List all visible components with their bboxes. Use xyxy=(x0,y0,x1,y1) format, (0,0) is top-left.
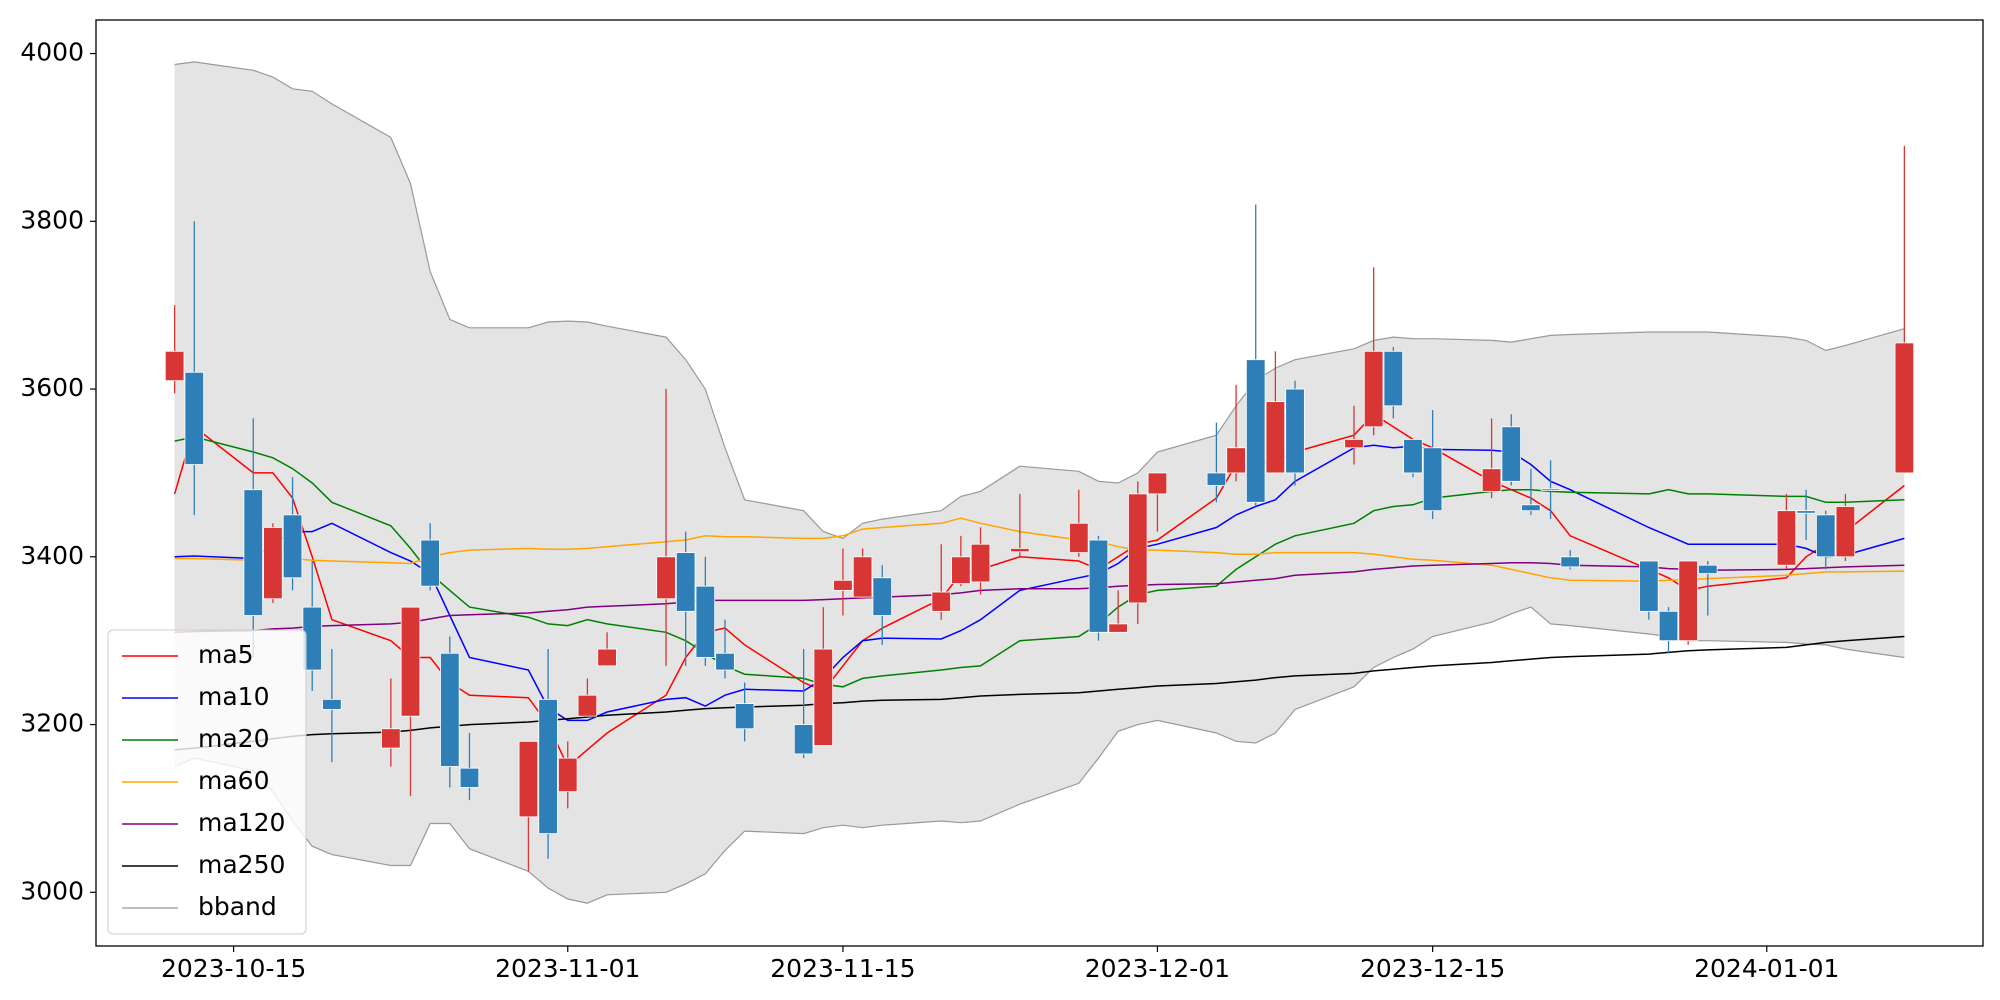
candle-body xyxy=(1698,564,1718,574)
candle-body xyxy=(1521,504,1541,512)
candle-body xyxy=(1069,522,1089,554)
candle-body xyxy=(420,539,440,587)
candle-body xyxy=(1383,350,1404,407)
candle-body xyxy=(1226,447,1246,474)
candle-body xyxy=(243,489,263,616)
candle-body xyxy=(715,652,735,671)
candle-body xyxy=(675,552,696,612)
x-tick-label: 2023-12-15 xyxy=(1360,954,1505,983)
bband-area xyxy=(174,61,1905,904)
plot-frame xyxy=(95,19,1984,947)
candle-body xyxy=(970,543,991,583)
legend-label: ma250 xyxy=(198,850,285,879)
candle-body xyxy=(1560,556,1580,568)
candle-body xyxy=(1403,438,1423,474)
candle-body xyxy=(164,350,185,382)
candle-body xyxy=(1639,560,1659,612)
y-tick-label: 3800 xyxy=(20,205,84,234)
candle-body xyxy=(518,740,539,818)
candle-body xyxy=(1206,472,1227,486)
ma-line xyxy=(174,436,1905,688)
candle-body xyxy=(577,694,598,717)
ma-line xyxy=(174,517,1905,582)
candle-body xyxy=(538,699,558,835)
candle-body xyxy=(597,648,617,667)
candle-body xyxy=(1816,514,1836,558)
candle-body xyxy=(1088,539,1109,633)
ma-line xyxy=(174,561,1905,634)
candle-body xyxy=(1678,560,1698,642)
candle-body xyxy=(813,648,834,746)
candle-body xyxy=(322,699,342,710)
legend-box xyxy=(107,629,307,935)
y-tick-label: 3400 xyxy=(20,541,84,570)
candle-body xyxy=(440,652,460,767)
candle-body xyxy=(1265,401,1286,474)
legend-label: ma60 xyxy=(198,766,269,795)
candle-body xyxy=(872,577,892,616)
y-tick-label: 4000 xyxy=(20,38,84,67)
legend-label: bband xyxy=(198,892,277,921)
y-tick-label: 3200 xyxy=(20,709,84,738)
candle-body xyxy=(1481,468,1502,492)
candle-body xyxy=(400,606,421,717)
legend: ma5 ma10 ma20 ma60 ma120 ma250 bband xyxy=(107,629,307,935)
candle-body xyxy=(656,556,676,600)
candle-body xyxy=(1835,506,1856,558)
x-tick-label: 2023-12-01 xyxy=(1085,954,1230,983)
x-tick-label: 2023-10-15 xyxy=(161,954,306,983)
x-tick-label: 2023-11-15 xyxy=(770,954,915,983)
candle-body xyxy=(282,514,303,579)
candle-body xyxy=(734,703,755,730)
candle-body xyxy=(951,556,971,585)
candle-body xyxy=(1108,623,1128,633)
candle-body xyxy=(695,585,716,658)
candle-body xyxy=(1422,447,1443,512)
candle-body xyxy=(793,724,814,755)
candle-body xyxy=(1363,350,1384,428)
candle-body xyxy=(931,591,951,612)
candle-body xyxy=(381,728,401,749)
bband-lower xyxy=(174,606,1905,904)
candle-body xyxy=(184,371,205,465)
legend-label: ma5 xyxy=(198,640,254,669)
ma-line xyxy=(174,444,1905,722)
bband-upper xyxy=(174,61,1905,540)
x-tick-label: 2024-01-01 xyxy=(1694,954,1839,983)
legend-label: ma120 xyxy=(198,808,285,837)
y-tick-label: 3000 xyxy=(20,876,84,905)
candle-body xyxy=(558,757,578,793)
candle-body xyxy=(1245,359,1266,503)
legend-label: ma10 xyxy=(198,682,269,711)
y-tick-label: 3600 xyxy=(20,373,84,402)
candle-body xyxy=(1894,342,1915,474)
candle-body xyxy=(852,556,873,598)
candle-body xyxy=(1796,510,1816,514)
candle-body xyxy=(1010,548,1030,553)
x-tick-label: 2023-11-01 xyxy=(495,954,640,983)
legend-label: ma20 xyxy=(198,724,269,753)
candle-body xyxy=(1776,510,1797,566)
candle-body xyxy=(1540,488,1561,491)
candle-body xyxy=(263,527,283,600)
candle-body xyxy=(1658,610,1679,642)
candle-body xyxy=(1128,493,1148,604)
candle-body xyxy=(459,767,480,788)
candle-body xyxy=(833,579,853,591)
candle-body xyxy=(1147,472,1168,495)
candle-body xyxy=(1344,438,1364,449)
candle-body xyxy=(1501,426,1521,482)
candle-body xyxy=(1285,388,1305,474)
